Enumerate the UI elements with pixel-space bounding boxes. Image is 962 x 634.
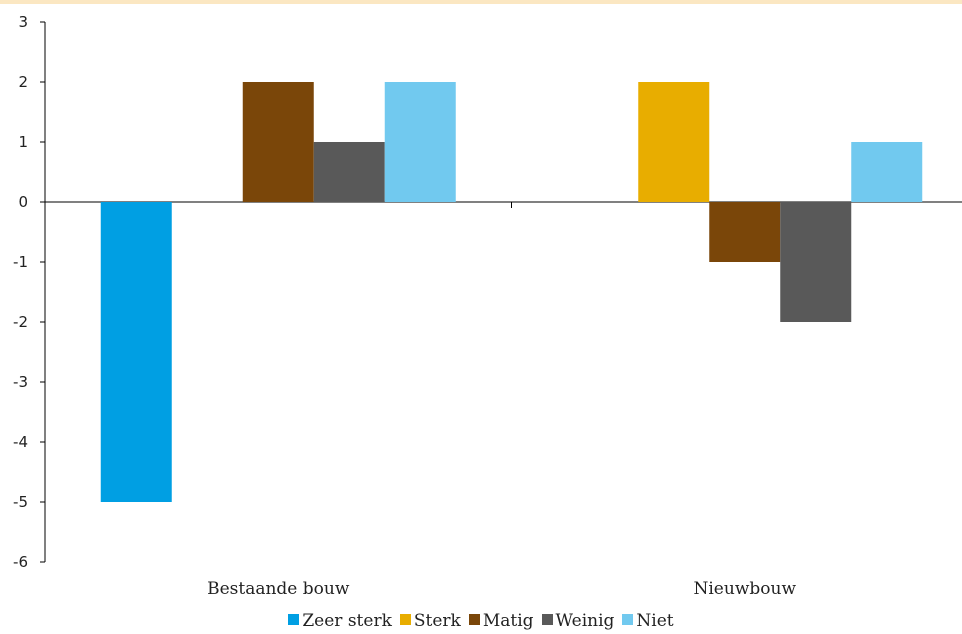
y-tick-label: -2 (13, 313, 28, 331)
legend-item: Weinig (541, 611, 615, 631)
legend-swatch (622, 614, 634, 625)
y-tick-label: -1 (13, 253, 28, 271)
legend-item: Sterk (399, 611, 461, 631)
bar-zeer-sterk-0 (100, 202, 172, 502)
bars (100, 82, 923, 502)
legend-label: Sterk (413, 611, 461, 631)
legend-item: Zeer sterk (288, 611, 392, 631)
legend: Zeer sterk Sterk Matig Weinig Niet (0, 611, 962, 631)
bar-niet-1 (851, 142, 923, 202)
bar-weinig-1 (780, 202, 852, 322)
x-category-label: Bestaande bouw (207, 579, 350, 599)
bar-weinig-0 (313, 142, 385, 202)
legend-label: Matig (482, 611, 534, 631)
bar-sterk-1 (638, 82, 710, 202)
y-tick-label: 1 (18, 133, 28, 151)
y-tick-label: 2 (18, 73, 28, 91)
y-tick-label: -5 (13, 493, 28, 511)
y-tick-label: -6 (13, 553, 28, 571)
y-tick-label: 0 (18, 193, 28, 211)
y-tick-label: 3 (18, 13, 28, 31)
bar-niet-0 (384, 82, 456, 202)
legend-swatch (288, 614, 300, 625)
y-tick-label: -4 (13, 433, 28, 451)
legend-label: Weinig (555, 611, 615, 631)
bar-matig-1 (709, 202, 781, 262)
x-category-label: Nieuwbouw (694, 579, 797, 599)
legend-swatch (468, 614, 480, 625)
top-rule (0, 0, 962, 4)
legend-label: Niet (636, 611, 674, 631)
legend-swatch (399, 614, 411, 625)
y-tick-label: -3 (13, 373, 28, 391)
bar-matig-0 (242, 82, 314, 202)
legend-label: Zeer sterk (302, 611, 392, 631)
legend-swatch (541, 614, 553, 625)
labels: 3 2 1 0 -1 -2 -3 -4 -5 -6 Bestaande bouw Nieuwbouw (13, 13, 796, 599)
legend-item: Niet (622, 611, 674, 631)
legend-item: Matig (468, 611, 534, 631)
